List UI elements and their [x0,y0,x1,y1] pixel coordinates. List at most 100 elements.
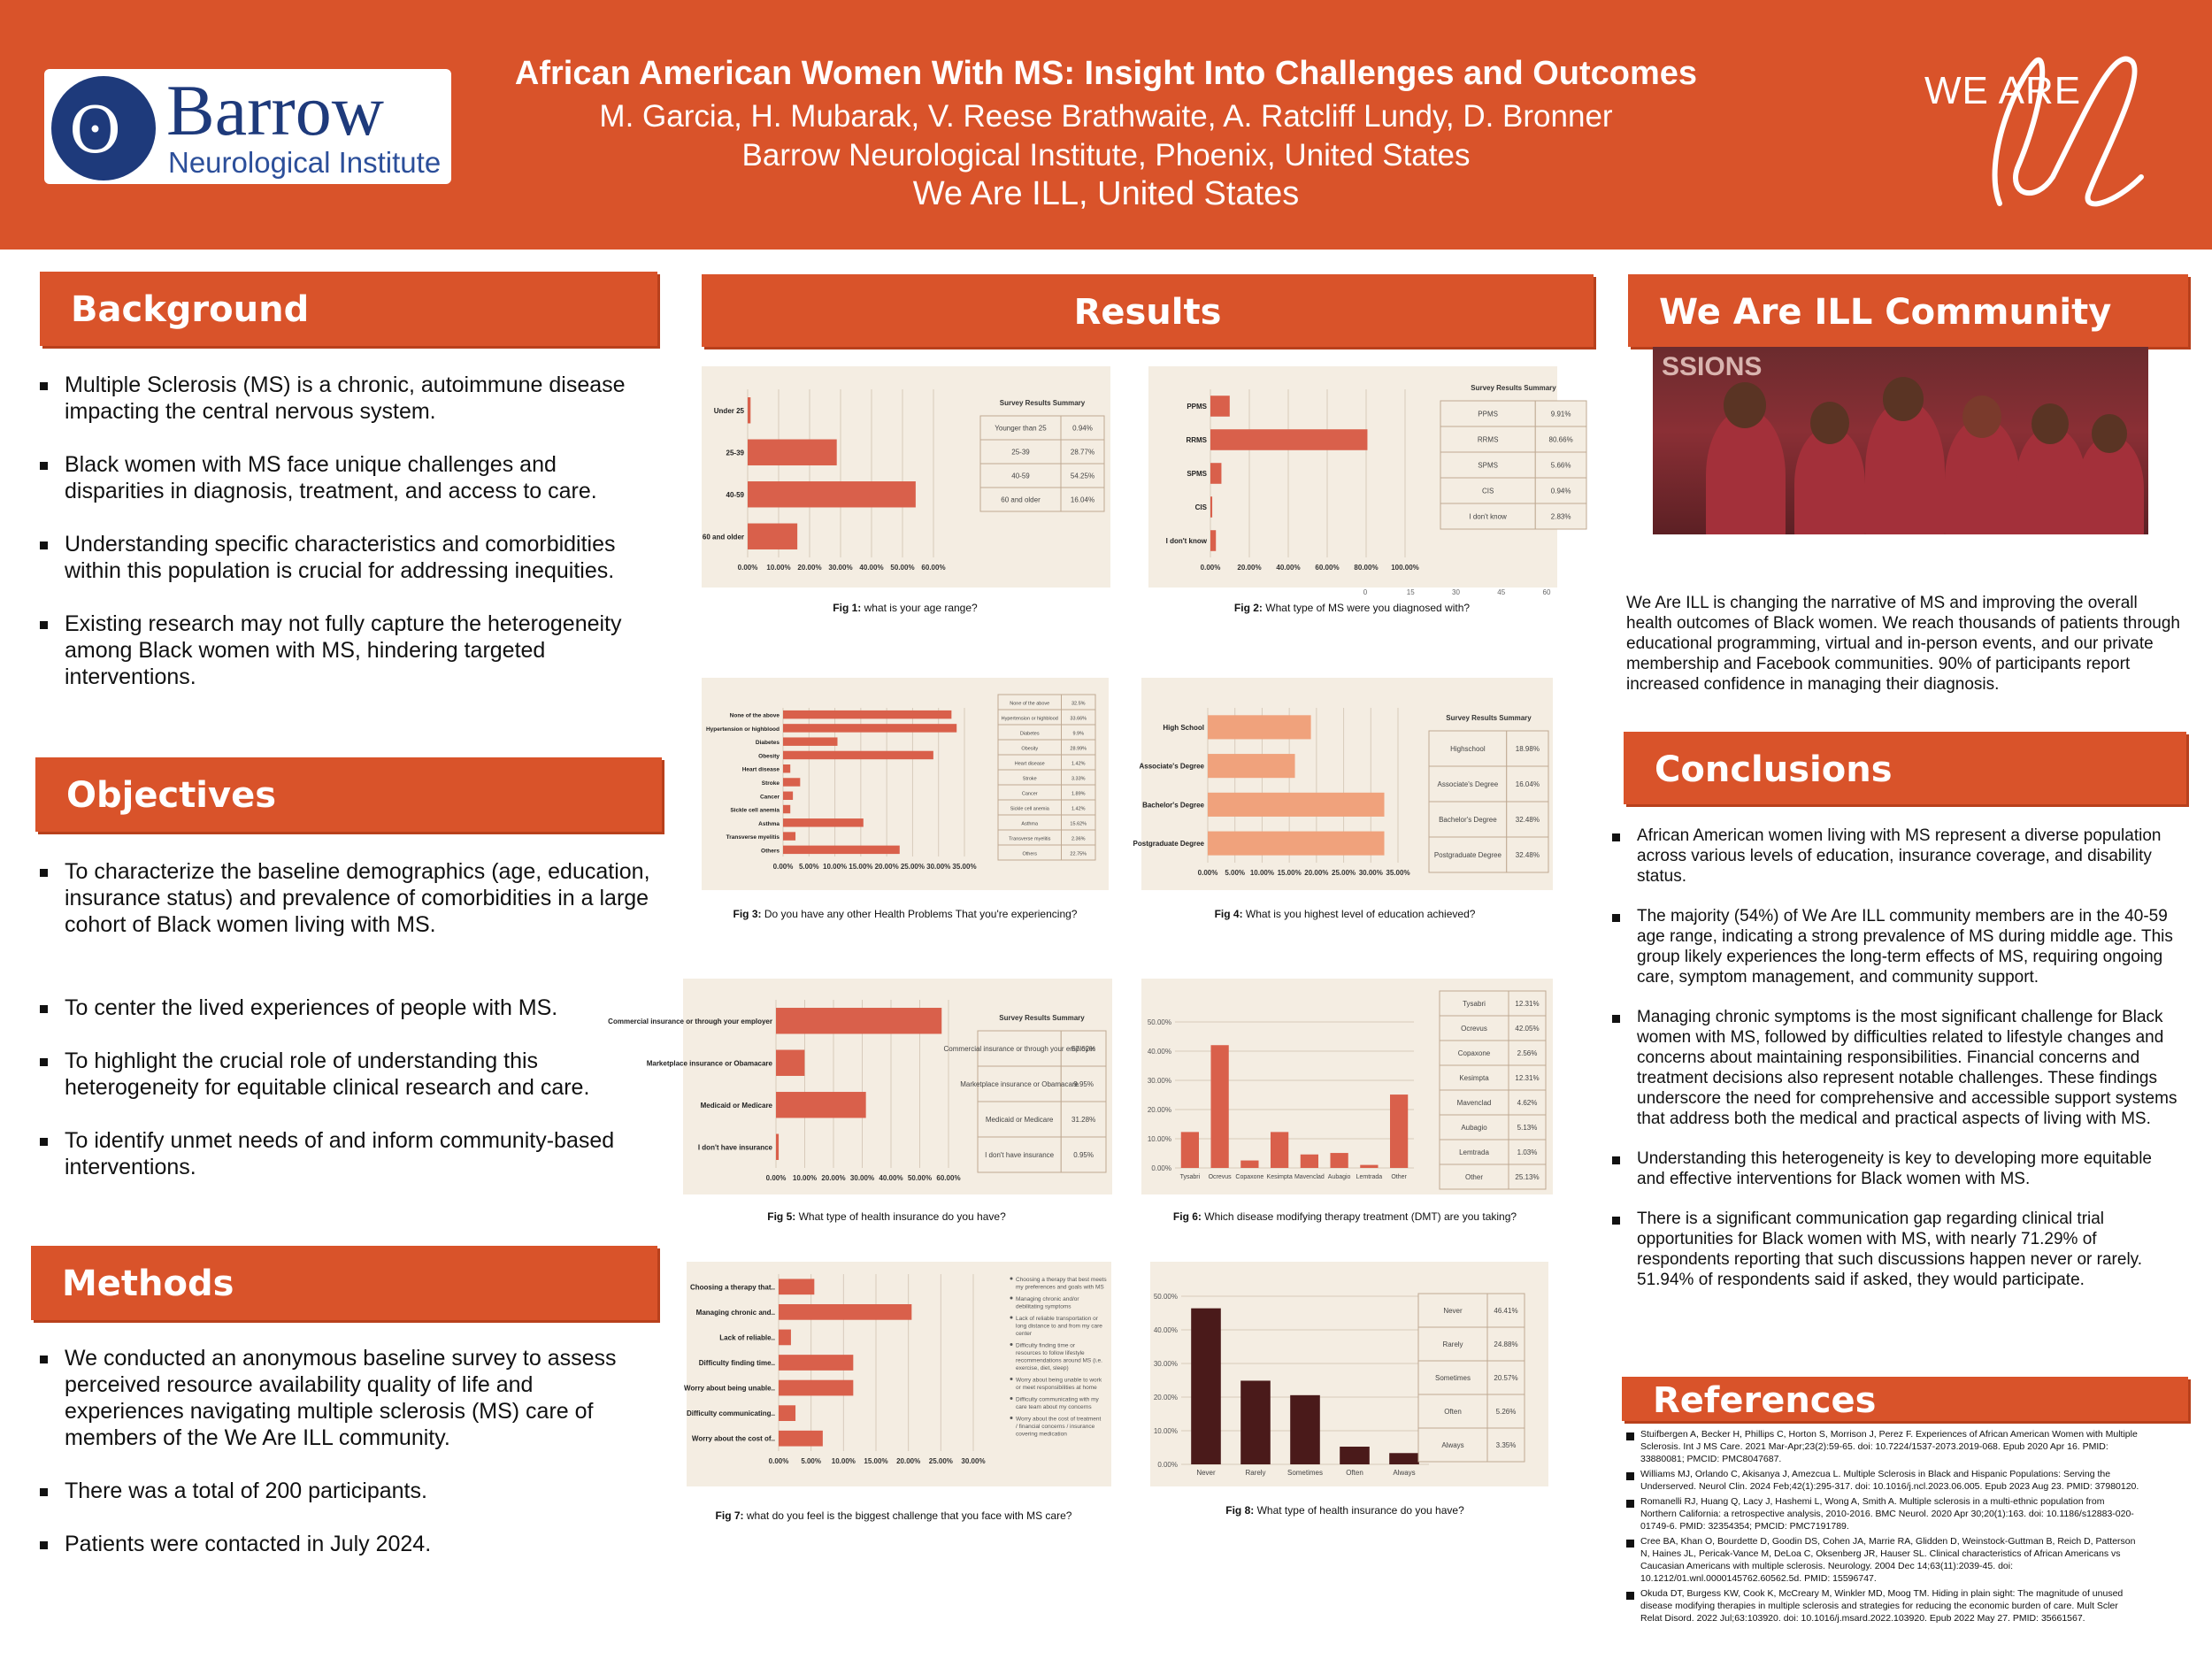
fig4-x-tick-label: 0.00% [1198,869,1218,877]
fig7-legend-entry: Worry about being unable to work [1016,1378,1102,1384]
fig2-table-value: 80.66% [1549,436,1573,444]
fig3-caption: Fig 3: Do you have any other Health Prob… [733,908,1078,920]
fig3-category-label: Others [761,848,780,854]
fig4-bar [1208,792,1385,817]
fig1-table-label: Younger than 25 [995,425,1047,433]
fig3-table-value: 1.42% [1071,807,1086,812]
fig3-bar [783,710,952,719]
fig4-table-label: Highschool [1450,745,1486,753]
fig6-table-cell [1508,1040,1547,1066]
fig8-category-label: Rarely [1245,1469,1265,1477]
fig7-legend-entry: Lack of reliable transportation or [1016,1316,1099,1322]
fig2-secondary-tick-label: 15 [1407,588,1415,596]
fig7-bar [779,1355,854,1371]
fig4-table-cell [1506,836,1549,873]
fig1-table-cell [979,463,1062,488]
fig1-category-label: Under 25 [714,407,745,415]
fig3-category-label: Hypertension or highblood [706,726,780,733]
fig2-bar [1210,530,1217,551]
fig2-x-tick-label: 60.00% [1315,564,1339,572]
fig6-category-label: Copaxone [1235,1174,1263,1180]
fig3-x-tick-label: 5.00% [799,863,819,871]
fig2-category-label: PPMS [1187,403,1207,411]
fig6-y-tick-label: 40.00% [1148,1048,1171,1056]
fig8-table-label: Sometimes [1435,1374,1471,1382]
fig7-bar [779,1430,823,1447]
background-item: Understanding specific characteristics a… [40,531,650,584]
fig4-table-value: 32.48% [1516,816,1540,824]
fig8-table-cell [1486,1360,1525,1395]
fig7-legend-entry: long distance to and from my care [1016,1324,1102,1330]
fig7-category-label: Lack of reliable.. [719,1333,775,1341]
fig4-table-value: 32.48% [1516,851,1540,859]
fig3-table-value: 2.36% [1071,837,1086,842]
fig4-table-value: 18.98% [1516,745,1540,753]
fig2-category-label: SPMS [1187,470,1207,478]
fig3-bar [783,750,933,760]
fig7-legend-entry: exercise, diet, sleep) [1016,1365,1069,1371]
fig8-y-tick-label: 0.00% [1157,1461,1178,1469]
fig3-table-value: 22.75% [1070,852,1087,857]
reference-item: Williams MJ, Orlando C, Akisanya J, Amez… [1626,1468,2139,1493]
fig6-table-value: 4.62% [1517,1099,1538,1107]
fig6-bar [1300,1154,1318,1168]
reference-item: Romanelli RJ, Huang Q, Lacy J, Hashemi L… [1626,1495,2139,1532]
fig8-table-value: 46.41% [1494,1307,1517,1315]
fig5-x-tick-label: 60.00% [936,1174,960,1182]
fig5-table-title: Survey Results Summary [999,1014,1085,1022]
fig1-caption: Fig 1: what is your age range? [833,602,978,614]
fig8-table-value: 24.88% [1494,1340,1517,1348]
fig8-table-cell [1486,1427,1525,1463]
fig8-table-label: Never [1443,1307,1463,1315]
fig4-table-cell [1506,765,1549,803]
fig6-category-label: Lemtrada [1356,1174,1383,1180]
fig5-x-tick-label: 50.00% [908,1174,932,1182]
fig3-table-label: None of the above [1010,702,1049,707]
fig6-category-label: Mavenclad [1294,1174,1325,1180]
fig2-secondary-tick-label: 45 [1497,588,1505,596]
fig3-bar [783,804,791,814]
fig1-table-value: 0.94% [1072,425,1093,433]
fig2-bar [1210,396,1230,417]
fig1-table-value: 54.25% [1071,472,1094,480]
fig6-table-cell [1508,1089,1547,1116]
methods-item: We conducted an anonymous baseline surve… [40,1345,650,1451]
fig1-bar [748,481,916,508]
community-text: We Are ILL is changing the narrative of … [1626,594,2180,694]
fig8-table-cell [1417,1360,1488,1395]
objectives-heading-banner: Objectives [35,757,662,832]
fig5-table-cell [1060,1030,1107,1067]
fig3-category-label: Sickle cell anemia [730,808,780,814]
fig2-x-tick-label: 20.00% [1237,564,1261,572]
fig7-legend-entry: Managing chronic and/or [1016,1296,1079,1302]
fig1-table-value: 28.77% [1071,449,1094,457]
fig6-table-value: 42.05% [1515,1025,1539,1033]
references-list: Stuifbergen A, Becker H, Phillips C, Hor… [1626,1428,2139,1624]
fig2-table-label: I don't know [1469,513,1507,521]
objectives-item: To identify unmet needs of and inform co… [40,1127,650,1180]
fig7-bar [779,1304,912,1320]
fig6-table-value: 1.03% [1517,1148,1538,1156]
fig1-x-tick-label: 60.00% [921,564,945,572]
fig1-bar [748,523,798,549]
fig7-x-tick-label: 10.00% [832,1457,856,1465]
fig6-table-cell [1439,1164,1509,1190]
fig2-secondary-tick-label: 60 [1543,588,1551,596]
results-heading-banner: Results [702,274,1594,347]
conclusions-item: African American women living with MS re… [1612,826,2178,887]
fig5-x-tick-label: 20.00% [821,1174,845,1182]
fig5-table-cell [977,1065,1062,1102]
fig2-table-cell [1534,400,1587,427]
fig5-table-value: 0.95% [1073,1151,1094,1159]
fig5-table-label: Marketplace insurance or Obamacare [960,1080,1079,1088]
fig3-x-tick-label: 35.00% [952,863,976,871]
background-item: Multiple Sclerosis (MS) is a chronic, au… [40,372,650,425]
fig7-legend-bullet [1010,1378,1013,1380]
fig5-table-value: 31.28% [1071,1116,1095,1124]
background-list: Multiple Sclerosis (MS) is a chronic, au… [40,372,650,690]
fig2-category-label: RRMS [1186,436,1207,444]
fig3-table-label: Diabetes [1020,732,1040,737]
fig6-category-label: Other [1391,1174,1407,1180]
fig8-table-cell [1417,1394,1488,1429]
